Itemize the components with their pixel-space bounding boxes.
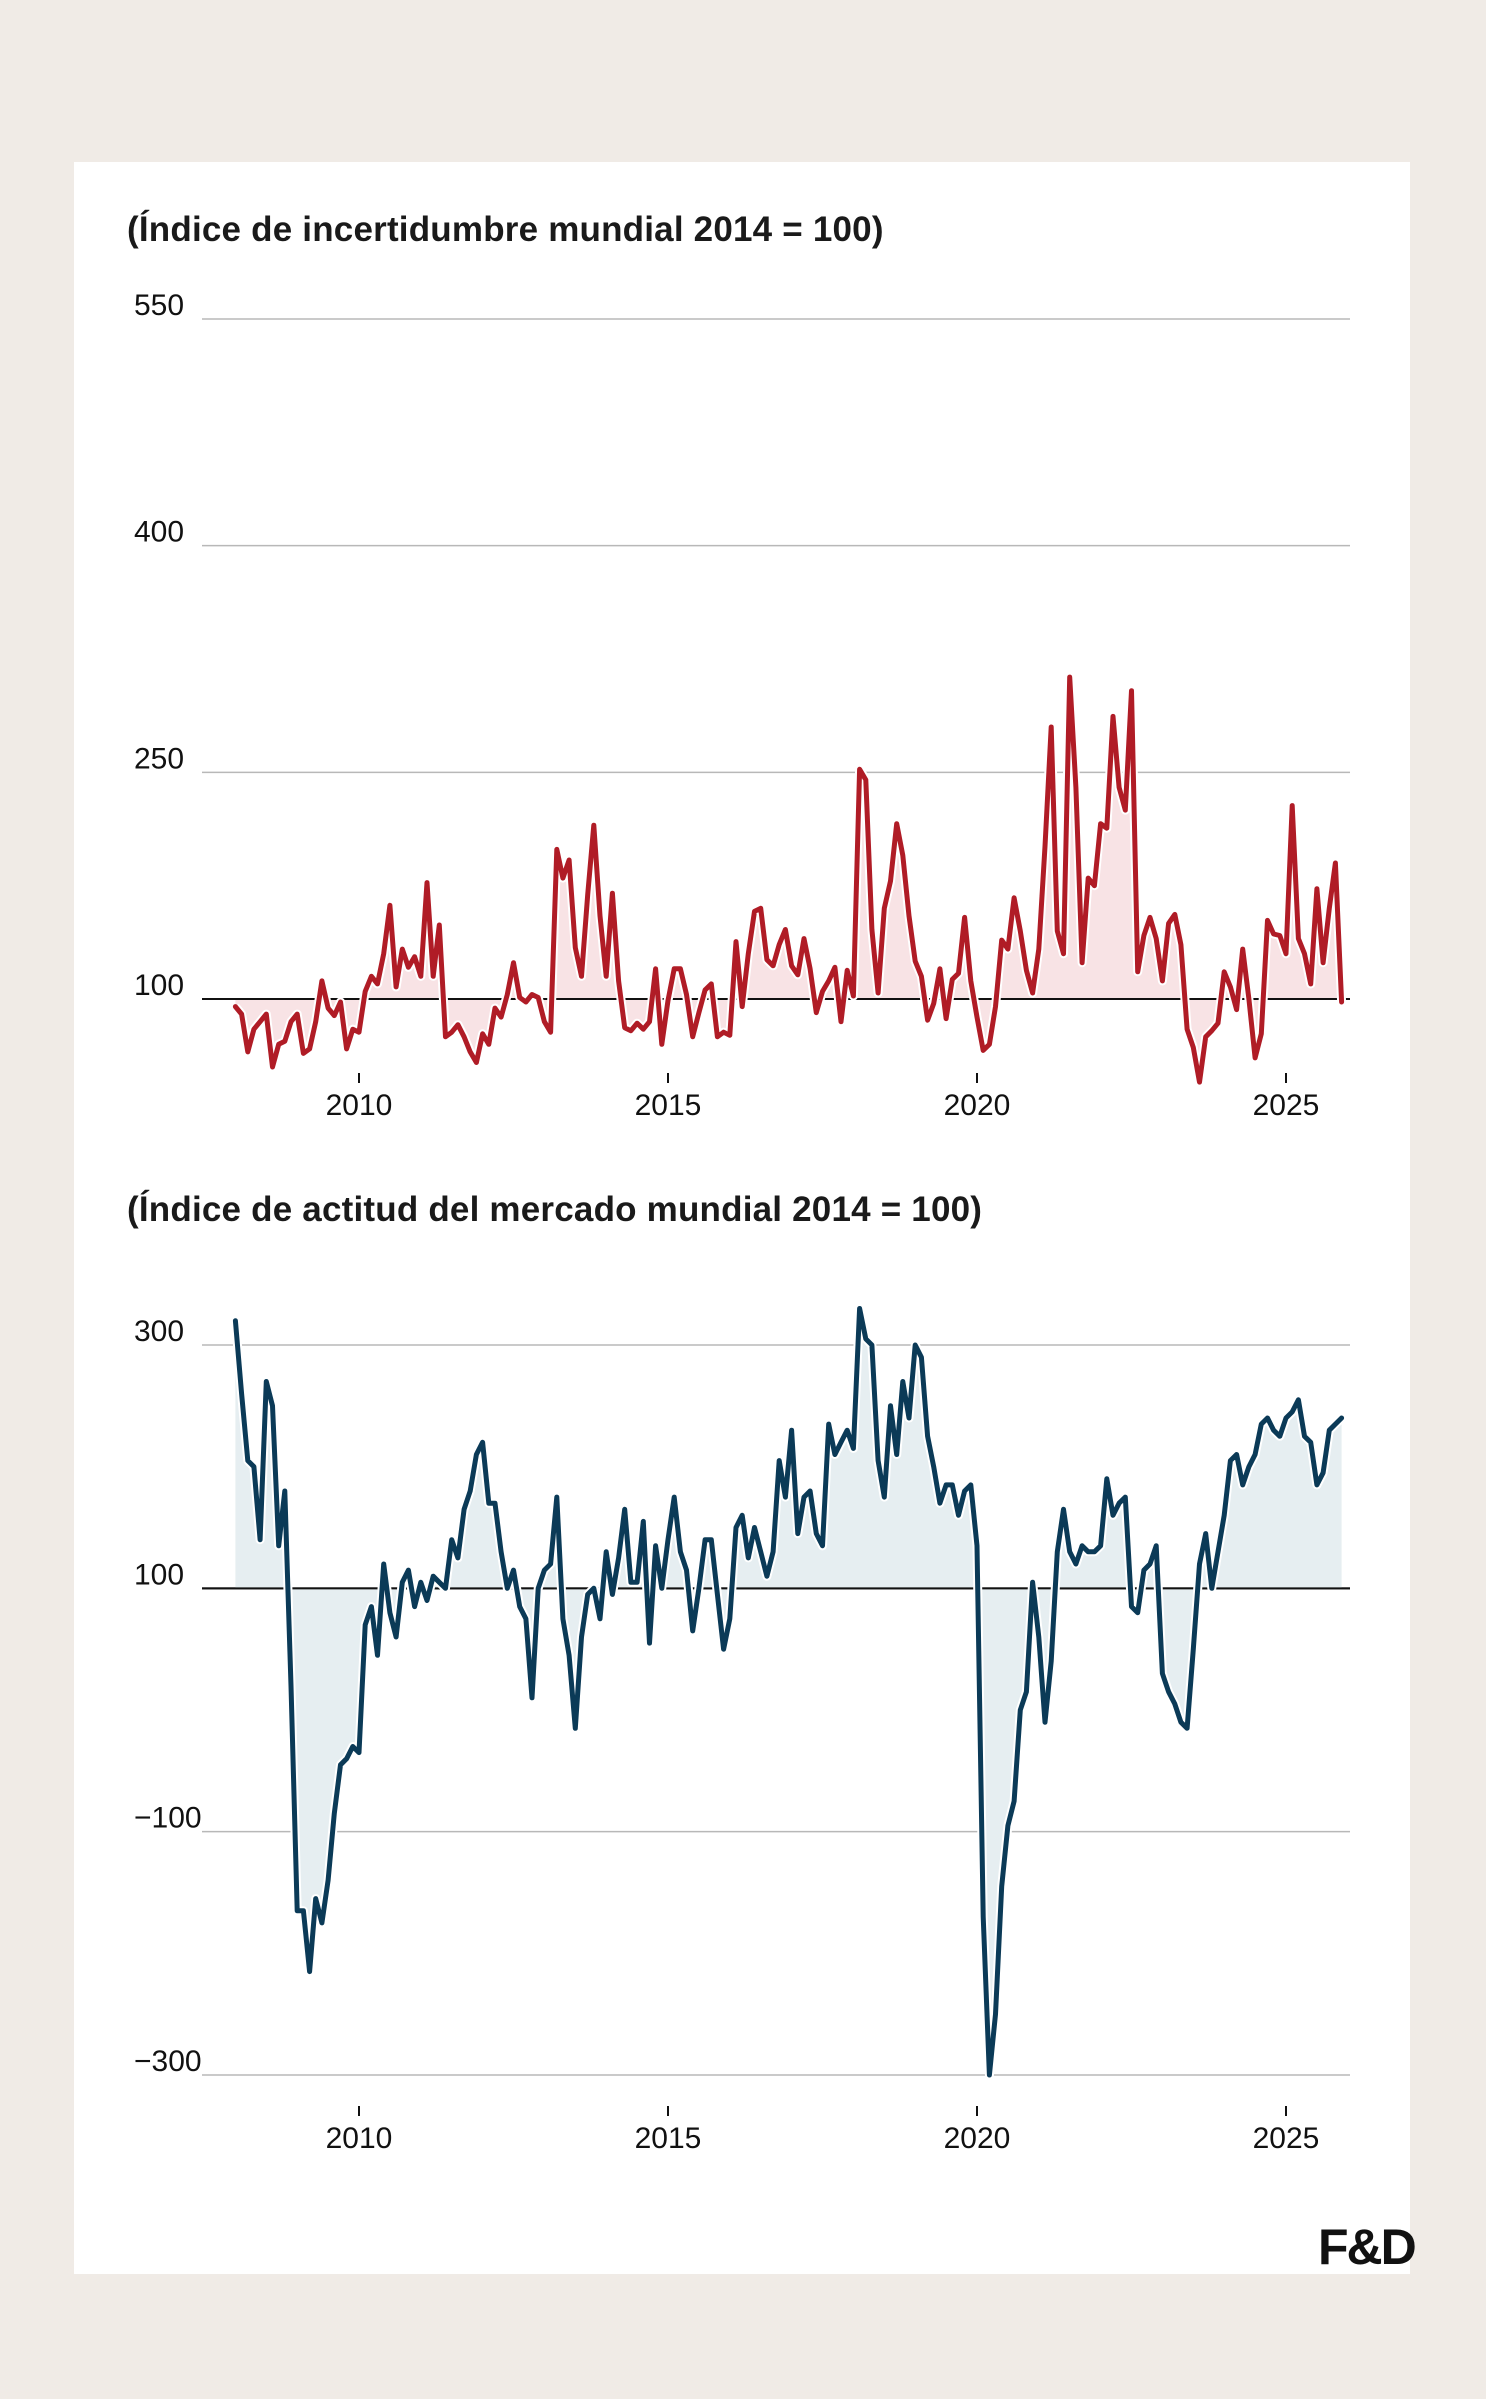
uncertainty-xtick-label: 2015 [635,1089,702,1122]
sentiment-xtick-label: 2020 [944,2122,1011,2155]
fd-logo: F&D [1318,2219,1417,2275]
sentiment-ytick-label: −300 [134,2045,202,2078]
uncertainty-xtick-label: 2020 [944,1089,1011,1122]
uncertainty-ytick-label: 550 [134,289,184,322]
sentiment-xtick-label: 2015 [635,2122,702,2155]
market-sentiment-chart: −300 −100 100 300 2010 2015 2020 2025 [134,1304,1350,2155]
sentiment-ytick-label: −100 [134,1802,202,1835]
uncertainty-ytick-label: 100 [134,969,184,1002]
sentiment-series-line [232,1306,1345,2078]
chart-title-market-sentiment: (Índice de actitud del mercado mundial 2… [127,1190,983,1229]
sentiment-xtick-label: 2025 [1253,2122,1320,2155]
sentiment-area [235,1308,1342,2075]
sentiment-ytick-label: 300 [134,1315,184,1348]
uncertainty-ytick-label: 400 [134,516,184,549]
chart-card: (Índice de incertidumbre mundial 2014 = … [74,162,1410,2274]
sentiment-ytick-label: 100 [134,1558,184,1591]
uncertainty-ytick-label: 250 [134,742,184,775]
uncertainty-xtick-label: 2025 [1253,1089,1320,1122]
chart-title-uncertainty: (Índice de incertidumbre mundial 2014 = … [127,210,884,249]
uncertainty-xtick-label: 2010 [326,1089,393,1122]
sentiment-xtick-label: 2010 [326,2122,393,2155]
uncertainty-chart: 100 250 400 550 2010 2015 2020 2025 [134,289,1350,1122]
uncertainty-series-line [232,674,1345,1085]
